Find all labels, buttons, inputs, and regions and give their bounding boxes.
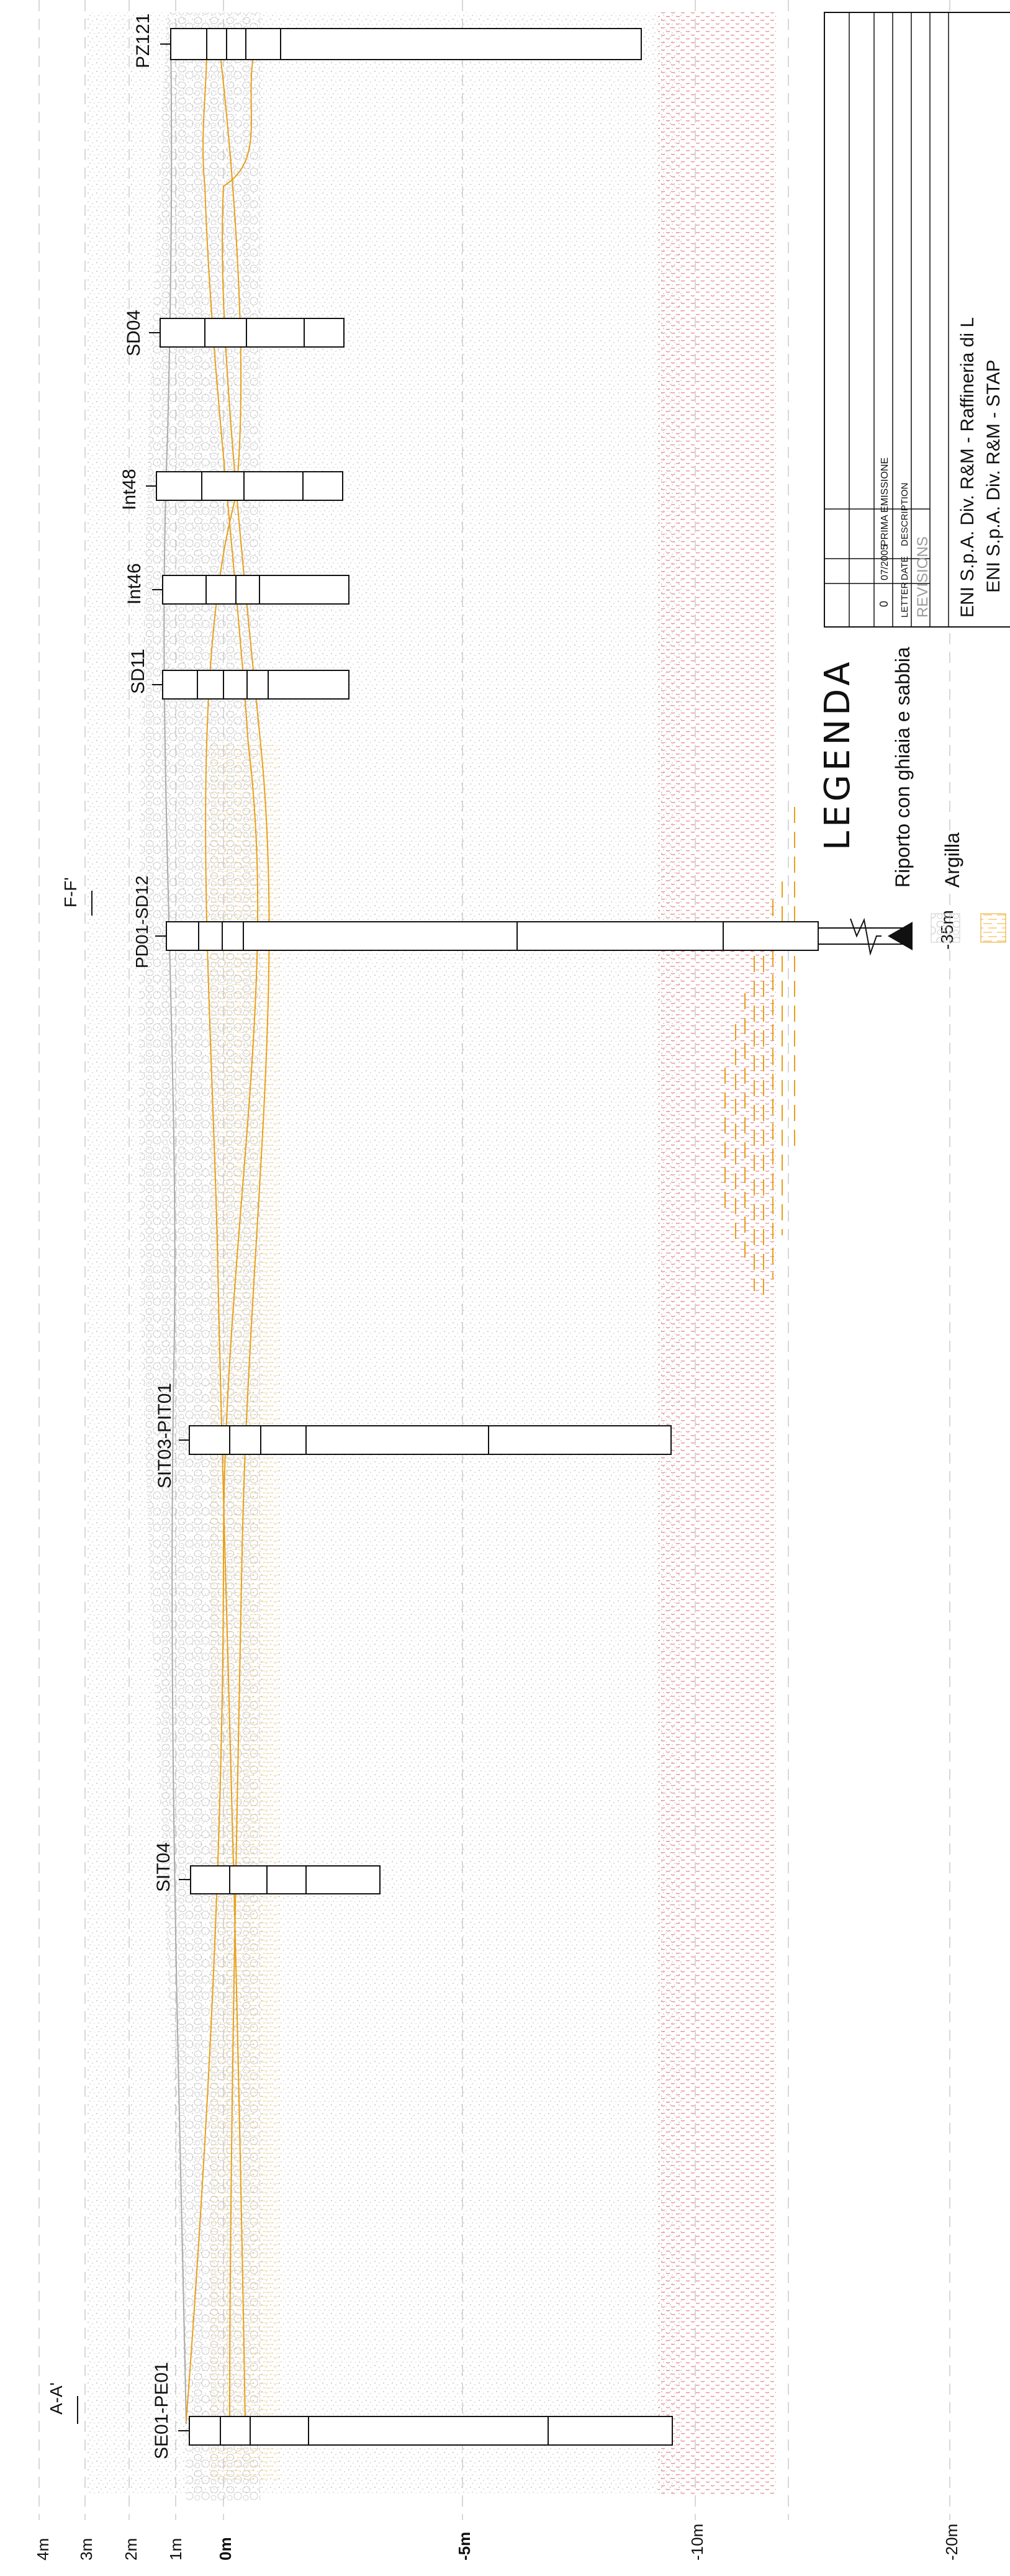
borehole-label-se01-pe01: SE01-PE01 [151, 2362, 172, 2459]
title-block: 0 07/2005 PRIMA EMISSIONE LETTER DATE DE… [824, 12, 1010, 628]
legend-label-argilla: Argilla [941, 832, 963, 888]
borehole-label-pd01-sd12: PD01-SD12 [132, 876, 151, 968]
legend: LEGENDA Riporto con ghiaia e sabbia Argi… [818, 647, 1006, 943]
elevation-label-0m: 0m [216, 2537, 235, 2560]
elevation-label-minus20m: -20m [942, 2524, 961, 2560]
legend-swatch-argilla [980, 913, 1006, 943]
borehole-label-int46: Int46 [124, 563, 145, 605]
legend-title: LEGENDA [818, 658, 858, 850]
title-line-1: ENI S.p.A. Div. R&M - Raffineria di L [957, 317, 978, 618]
elevation-label-2m: 2m [122, 2538, 140, 2560]
borehole-int48: Int48 [119, 469, 343, 510]
borehole-int46: Int46 [124, 563, 349, 605]
borehole-label-sit03-pit01: SIT03-PIT01 [155, 1383, 175, 1488]
section-label-ff: F-F' [61, 877, 80, 907]
revisions-title: REVISIONS [914, 536, 931, 618]
deep-red-layer [658, 12, 776, 2495]
borehole-se01-pe01: SE01-PE01 [151, 2362, 673, 2459]
borehole-label-sd11: SD11 [128, 649, 148, 694]
borehole-label-int48: Int48 [119, 469, 140, 510]
borehole-pz121: PZ121 [133, 14, 642, 68]
borehole-sd11: SD11 [128, 649, 349, 700]
section-label-aa: A-A' [47, 2382, 66, 2415]
elevation-label-3m: 3m [77, 2538, 96, 2560]
clay-dashes-right [724, 807, 795, 1304]
revision-header-date: DATE [900, 556, 910, 580]
borehole-sd04: SD04 [124, 310, 345, 356]
borehole-label-pz121: PZ121 [133, 14, 153, 68]
borehole-sit03-pit01: SIT03-PIT01 [155, 1383, 672, 1488]
elevation-label-4m: 4m [34, 2538, 52, 2560]
ground-surface-line [163, 27, 187, 2425]
revision-letter-0: 0 [878, 601, 890, 607]
legend-label-riporto: Riporto con ghiaia e sabbia [891, 647, 914, 888]
elevation-label-minus10m: -10m [688, 2524, 706, 2560]
clay-lens [211, 745, 279, 2483]
revision-header-letter: LETTER [900, 582, 910, 618]
revision-description: PRIMA EMISSIONE [880, 457, 890, 546]
elevation-label-1m: 1m [166, 2538, 185, 2560]
revision-date: 07/2005 [880, 544, 890, 580]
title-line-2: ENI S.p.A. Div. R&M - STAP [983, 359, 1004, 593]
revision-header-description: DESCRIPTION [900, 482, 910, 546]
borehole-label-sit04: SIT04 [153, 1842, 174, 1892]
borehole-sit04: SIT04 [153, 1842, 381, 1894]
elevation-label-minus5m: -5m [455, 2532, 474, 2560]
borehole-label-sd04: SD04 [124, 310, 144, 356]
legend-swatch-riporto [931, 913, 960, 943]
